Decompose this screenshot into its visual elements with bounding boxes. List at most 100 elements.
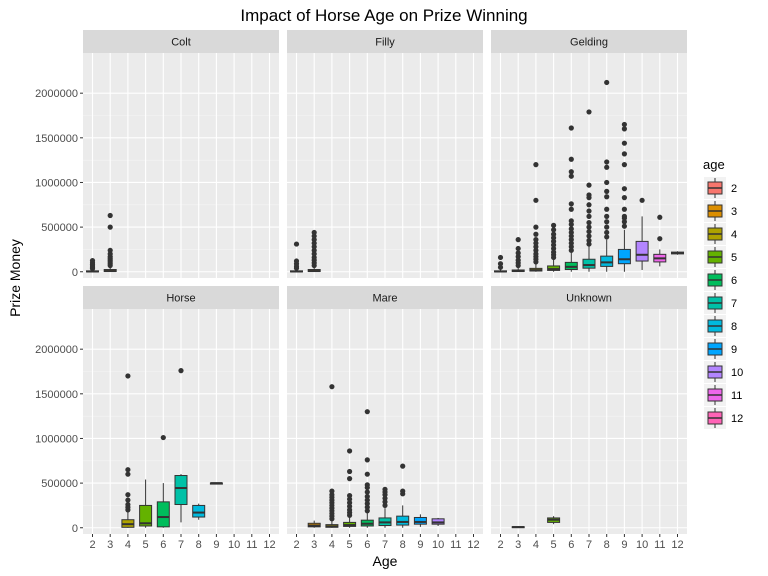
box-mare-age-9 bbox=[413, 514, 427, 527]
outlier-point bbox=[293, 241, 300, 247]
y-tick-label: 500000 bbox=[41, 222, 78, 234]
x-tick-label: 11 bbox=[450, 539, 461, 551]
outlier-point bbox=[533, 240, 539, 246]
x-tick-label: 8 bbox=[604, 539, 610, 551]
outlier-point bbox=[311, 240, 317, 246]
box-gelding-age-3 bbox=[511, 237, 525, 273]
strip-horse bbox=[83, 286, 279, 309]
y-tick-label: 500000 bbox=[41, 478, 78, 490]
box-unknown-age-5 bbox=[547, 516, 561, 525]
outlier-point bbox=[621, 140, 628, 146]
outlier-point bbox=[515, 250, 521, 256]
outlier-point bbox=[364, 471, 370, 477]
box-gelding-age-4 bbox=[529, 162, 543, 272]
outlier-point bbox=[382, 486, 388, 492]
outlier-point bbox=[382, 499, 388, 505]
legend-label: 5 bbox=[731, 252, 737, 264]
legend-item-age-3: 3 bbox=[704, 200, 737, 222]
box-mare-age-10 bbox=[431, 517, 445, 526]
box-colt-age-2 bbox=[86, 257, 99, 273]
outlier-point bbox=[551, 245, 557, 252]
outlier-point bbox=[347, 493, 353, 499]
outlier-point bbox=[311, 233, 317, 239]
legend-label: 7 bbox=[731, 298, 737, 310]
outlier-point bbox=[586, 213, 592, 219]
box-colt-age-3 bbox=[103, 212, 117, 273]
outlier-point bbox=[621, 162, 628, 168]
outlier-point bbox=[533, 247, 539, 253]
outlier-point bbox=[160, 434, 166, 441]
box-gelding-age-6 bbox=[564, 125, 578, 272]
strip-label-horse: Horse bbox=[166, 293, 195, 305]
outlier-point bbox=[125, 373, 131, 379]
x-tick-label: 12 bbox=[671, 539, 683, 551]
legend: age 2 3 4 5 6 7 8 9 10 11 12 bbox=[703, 157, 743, 429]
x-tick-label: 6 bbox=[160, 539, 166, 551]
outlier-point bbox=[329, 384, 335, 390]
outlier-point bbox=[89, 257, 96, 264]
outlier-point bbox=[586, 109, 592, 115]
x-tick-label: 6 bbox=[568, 539, 574, 551]
box-horse-age-9 bbox=[209, 482, 223, 485]
outlier-point bbox=[311, 247, 317, 253]
outlier-point bbox=[311, 237, 317, 243]
outlier-point bbox=[604, 179, 610, 186]
panels-layer: Colt 0 500000 1000000 1500000 2000000 Filly Gel… bbox=[35, 30, 687, 551]
legend-label: 6 bbox=[731, 275, 737, 287]
strip-colt bbox=[83, 30, 279, 53]
outlier-point bbox=[533, 224, 539, 230]
outlier-point bbox=[551, 235, 557, 241]
strip-gelding bbox=[491, 30, 687, 53]
legend-label: 4 bbox=[731, 229, 737, 241]
box-iqr bbox=[396, 515, 410, 526]
outlier-point bbox=[568, 240, 574, 246]
outlier-point bbox=[364, 482, 370, 488]
outlier-point bbox=[533, 237, 539, 243]
outlier-point bbox=[568, 125, 574, 131]
strip-mare bbox=[287, 286, 483, 309]
outlier-point bbox=[551, 227, 557, 233]
x-tick-label: 2 bbox=[293, 539, 299, 551]
outlier-point bbox=[551, 231, 557, 237]
outlier-point bbox=[533, 197, 539, 203]
box-horse-age-8 bbox=[192, 503, 206, 520]
outlier-point bbox=[107, 251, 113, 257]
box-horse-age-4 bbox=[121, 373, 135, 528]
outlier-point bbox=[568, 206, 574, 212]
box-gelding-age-12 bbox=[671, 251, 684, 255]
outlier-point bbox=[125, 492, 131, 498]
outlier-point bbox=[586, 224, 592, 230]
y-tick-label: 2000000 bbox=[35, 344, 78, 356]
outlier-point bbox=[178, 368, 184, 374]
outlier-point bbox=[604, 224, 610, 230]
box-iqr bbox=[192, 504, 206, 518]
outlier-point bbox=[621, 213, 628, 219]
chart-title: Impact of Horse Age on Prize Winning bbox=[240, 6, 527, 25]
x-tick-label: 7 bbox=[178, 539, 184, 551]
outlier-point bbox=[364, 508, 370, 514]
box-filly-age-3 bbox=[307, 229, 321, 273]
outlier-point bbox=[311, 229, 317, 236]
x-tick-label: 4 bbox=[329, 539, 335, 551]
x-tick-label: 4 bbox=[125, 539, 131, 551]
legend-label: 8 bbox=[731, 321, 737, 333]
x-tick-label: 9 bbox=[417, 539, 423, 551]
outlier-point bbox=[125, 471, 131, 477]
x-tick-label: 3 bbox=[515, 539, 521, 551]
strip-label-colt: Colt bbox=[171, 37, 191, 49]
outlier-point bbox=[107, 212, 113, 219]
box-horse-age-5 bbox=[139, 479, 153, 528]
outlier-point bbox=[347, 496, 353, 502]
outlier-point bbox=[347, 503, 353, 509]
legend-item-age-2: 2 bbox=[704, 177, 737, 199]
outlier-point bbox=[551, 238, 557, 244]
outlier-point bbox=[125, 497, 131, 503]
outlier-point bbox=[586, 182, 592, 188]
outlier-point bbox=[533, 231, 539, 237]
outlier-point bbox=[604, 79, 610, 86]
x-tick-label: 5 bbox=[551, 539, 557, 551]
outlier-point bbox=[586, 202, 592, 208]
box-gelding-age-9 bbox=[617, 121, 631, 272]
outlier-point bbox=[551, 242, 557, 248]
